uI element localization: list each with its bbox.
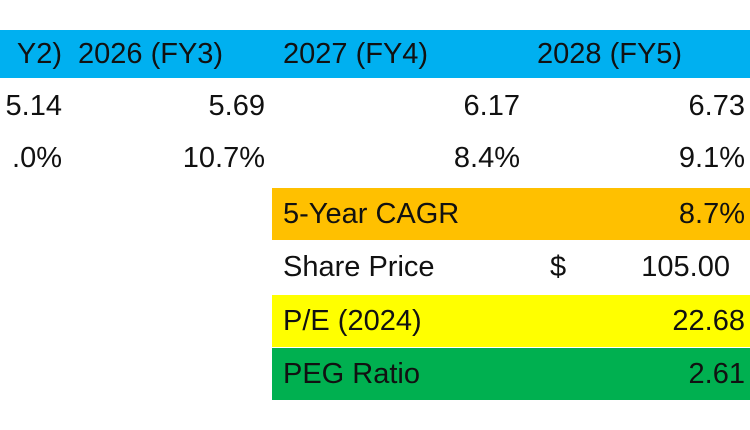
table-cell: 5.69: [208, 90, 265, 122]
summary-row: [272, 348, 750, 400]
table-cell: 8.4%: [453, 142, 520, 174]
summary-value: 22.68: [672, 305, 745, 337]
table-cell: 6.73: [688, 90, 745, 122]
currency-symbol: $: [550, 251, 567, 283]
summary-value: 105.00: [641, 251, 730, 283]
summary-label: Share Price: [283, 251, 435, 283]
column-header: 2026 (FY3): [78, 38, 224, 70]
column-header: 2027 (FY4): [283, 38, 429, 70]
column-header: Y2): [16, 38, 62, 70]
table-cell: 10.7%: [182, 142, 265, 174]
summary-value: 2.61: [688, 358, 745, 390]
table-cell: 6.17: [463, 90, 520, 122]
summary-row: [272, 241, 750, 293]
summary-label: P/E (2024): [283, 305, 422, 337]
summary-value: 8.7%: [678, 198, 745, 230]
summary-label: 5-Year CAGR: [283, 198, 460, 230]
table-cell: .0%: [12, 142, 62, 174]
column-header: 2028 (FY5): [537, 38, 683, 70]
summary-label: PEG Ratio: [283, 358, 420, 390]
summary-row: [272, 188, 750, 240]
summary-row: [272, 295, 750, 347]
table-cell: 5.14: [5, 90, 62, 122]
table-cell: 9.1%: [678, 142, 745, 174]
header-band: [0, 30, 750, 78]
